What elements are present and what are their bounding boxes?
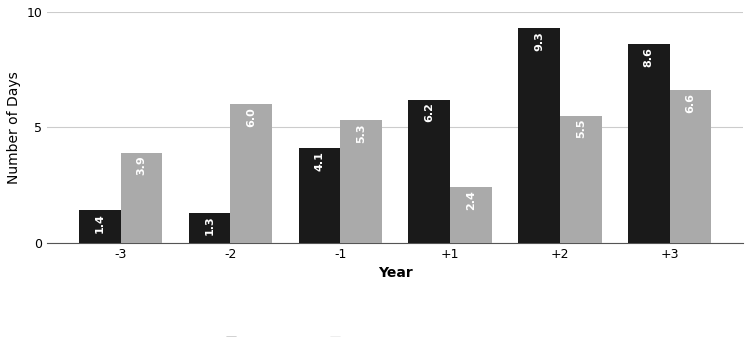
Bar (189, 213, 230, 243)
Bar (628, 44, 670, 243)
Text: 1.3: 1.3 (205, 215, 214, 235)
Text: 5.3: 5.3 (356, 123, 366, 143)
Text: 9.3: 9.3 (534, 31, 544, 51)
Bar (340, 120, 382, 243)
Bar (121, 153, 162, 243)
Text: 3.9: 3.9 (136, 155, 146, 175)
Text: 1.4: 1.4 (94, 213, 105, 233)
Y-axis label: Number of Days: Number of Days (7, 71, 21, 184)
Bar (450, 187, 492, 243)
Bar (408, 100, 450, 243)
Bar (79, 210, 121, 243)
Bar (560, 116, 602, 243)
Text: 6.2: 6.2 (424, 102, 434, 122)
Text: 6.6: 6.6 (686, 93, 695, 113)
Text: 4.1: 4.1 (314, 151, 324, 171)
Text: 2.4: 2.4 (466, 190, 476, 210)
Text: 8.6: 8.6 (644, 47, 654, 67)
Bar (298, 148, 340, 243)
Text: 5.5: 5.5 (576, 119, 586, 138)
X-axis label: Year: Year (378, 266, 412, 280)
Bar (670, 90, 712, 243)
Bar (230, 104, 272, 243)
Text: 6.0: 6.0 (246, 107, 256, 127)
Bar (518, 28, 560, 243)
